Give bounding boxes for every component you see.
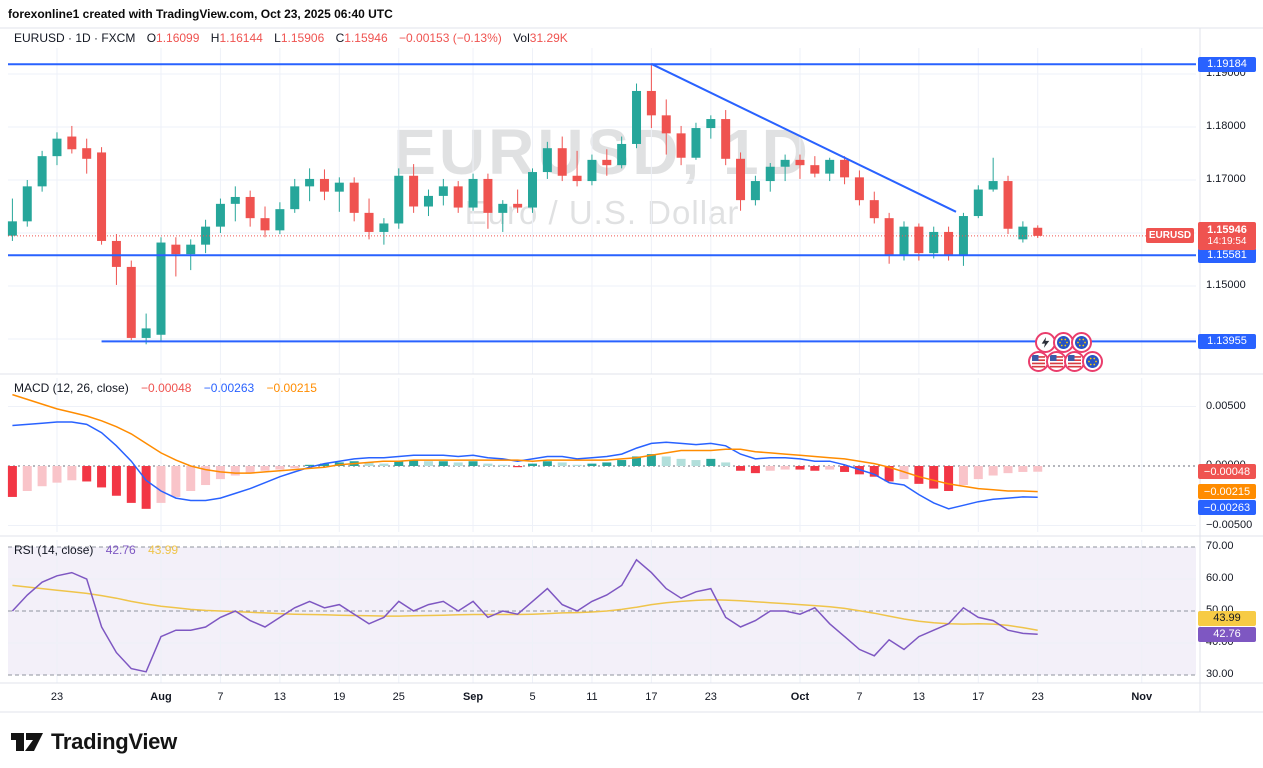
time-tick-7: 7 [217, 691, 224, 703]
macd-line-value: −0.00263 [203, 381, 255, 395]
high-value: 1.16144 [219, 31, 263, 45]
close-label: C [335, 31, 345, 45]
macd-signal-label[interactable]: −0.00215 [1198, 484, 1256, 500]
macd-line-label[interactable]: −0.00263 [1198, 500, 1256, 516]
pane-dividers [0, 27, 1263, 713]
time-tick-sep: Sep [462, 691, 484, 703]
macd-title: MACD (12, 26, close) [14, 381, 129, 395]
time-tick-aug: Aug [150, 691, 172, 703]
time-tick-23: 23 [1031, 691, 1044, 703]
economic-events-cluster[interactable] [1028, 332, 1103, 372]
time-tick-23: 23 [50, 691, 64, 703]
rsi-tick: 30.00 [1206, 668, 1234, 680]
time-tick-oct: Oct [790, 691, 810, 703]
open-value: 1.16099 [156, 31, 200, 45]
last-price-value: 1.15946 [1207, 223, 1247, 236]
macd-legend[interactable]: MACD (12, 26, close) −0.00048 −0.00263 −… [14, 381, 317, 395]
rsi-ma-value: 43.99 [148, 543, 179, 557]
tradingview-logo-icon [11, 733, 43, 751]
time-tick-13: 13 [273, 691, 286, 703]
time-tick-19: 19 [333, 691, 346, 703]
price-tick: 1.15000 [1206, 279, 1246, 291]
candlestick-series[interactable] [7, 64, 1043, 345]
macd-signal-line [12, 393, 1038, 493]
macd-tick: 0.00500 [1206, 399, 1246, 412]
eu-flag-icon[interactable] [1071, 332, 1092, 353]
rsi-legend[interactable]: RSI (14, close) 42.76 43.99 [14, 543, 178, 557]
close-value: 1.15946 [344, 31, 388, 45]
low-label: L [274, 31, 281, 45]
time-tick-17: 17 [645, 691, 658, 703]
descending-trendline [650, 63, 957, 213]
macd-signal-value: −0.00215 [266, 381, 317, 395]
us-flag-icon[interactable] [1046, 351, 1067, 372]
rsi-tick: 70.00 [1206, 540, 1234, 552]
time-tick-23: 23 [704, 691, 717, 703]
time-tick-5: 5 [529, 691, 536, 703]
last-price-label[interactable]: 1.15946 14:19:54 [1198, 221, 1256, 250]
symbol-title[interactable]: EURUSD · 1D · FXCM [14, 31, 136, 45]
macd-tick: −0.00500 [1206, 518, 1253, 531]
rsi-line [11, 558, 1038, 673]
macd-histogram-value: −0.00048 [141, 381, 192, 395]
high-label: H [210, 31, 220, 45]
volume-value: 31.29K [529, 31, 568, 45]
symbol-info-bar[interactable]: EURUSD · 1D · FXCM O1.16099 H1.16144 L1.… [14, 31, 568, 45]
drawing-lines[interactable] [8, 63, 1196, 343]
attribution-text: forexonline1 created with TradingView.co… [8, 7, 393, 21]
tradingview-logo[interactable]: TradingView [10, 729, 177, 755]
low-value: 1.15906 [280, 31, 325, 45]
rsi-value: 42.76 [105, 543, 136, 557]
rsi-ma-label[interactable]: 43.99 [1198, 610, 1256, 626]
price-level-label[interactable]: 1.13955 [1198, 333, 1256, 349]
change-value: −0.00153 (−0.13%) [399, 31, 502, 45]
tradingview-logo-text: TradingView [51, 729, 177, 754]
eu-flag-icon[interactable] [1082, 351, 1103, 372]
rsi-ma-line [12, 584, 1038, 631]
event-icon-row [1035, 332, 1100, 353]
event-icon-row [1028, 351, 1103, 372]
time-tick-17: 17 [972, 691, 985, 703]
bar-countdown: 14:19:54 [1207, 236, 1247, 248]
price-line-symbol-tag: EURUSD [1146, 228, 1194, 244]
price-level-label[interactable]: 1.19184 [1198, 56, 1256, 72]
open-label: O [146, 31, 157, 45]
price-level-label[interactable]: 1.15581 [1198, 247, 1256, 263]
price-tick: 1.18000 [1206, 120, 1246, 132]
rsi-label[interactable]: 42.76 [1198, 626, 1256, 642]
macd-histogram-label[interactable]: −0.00048 [1198, 464, 1256, 480]
time-tick-25: 25 [392, 691, 405, 703]
rsi-title: RSI (14, close) [14, 543, 94, 557]
time-tick-11: 11 [586, 691, 598, 703]
price-tick: 1.17000 [1206, 173, 1246, 185]
time-tick-13: 13 [912, 691, 925, 703]
rsi-tick: 60.00 [1206, 572, 1234, 584]
time-tick-7: 7 [856, 691, 863, 703]
volume-label: Vol [513, 31, 530, 45]
time-tick-nov: Nov [1131, 691, 1153, 703]
